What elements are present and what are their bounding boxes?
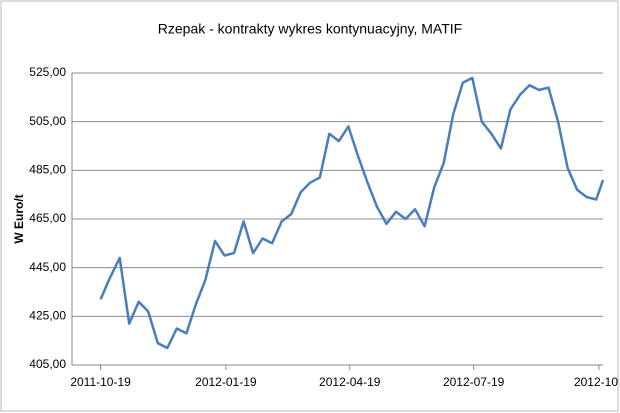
x-tick-label: 2012-07-19 xyxy=(443,375,505,389)
chart-title: Rzepak - kontrakty wykres kontynuacyjny,… xyxy=(158,21,462,37)
y-tick-label: 445,00 xyxy=(29,260,66,274)
y-tick-label: 405,00 xyxy=(29,357,66,371)
y-axis-label: W Euro/t xyxy=(12,194,26,243)
y-tick-label: 465,00 xyxy=(29,211,66,225)
y-tick-label: 505,00 xyxy=(29,114,66,128)
data-line xyxy=(99,76,605,350)
y-tick-label: 425,00 xyxy=(29,309,66,323)
y-tick-label: 525,00 xyxy=(29,65,66,79)
x-tick-label: 2012-04-19 xyxy=(319,375,381,389)
x-tick-label: 2012-01-19 xyxy=(195,375,257,389)
x-tick-label: 2011-10-19 xyxy=(70,375,131,389)
y-tick-label: 485,00 xyxy=(29,163,66,177)
x-tick-label: 2012-10 xyxy=(574,375,618,389)
